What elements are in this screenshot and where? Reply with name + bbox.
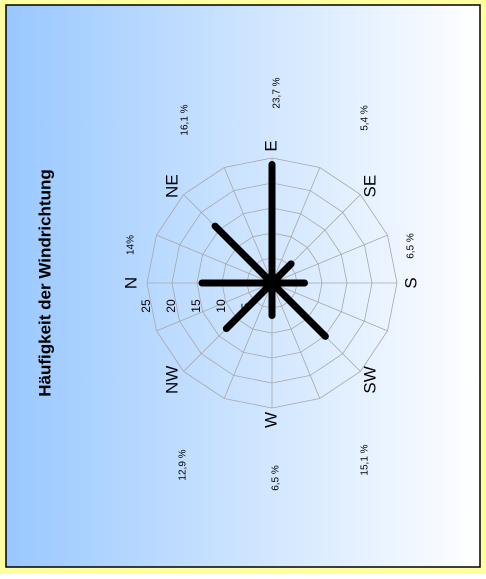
value-label: 23,7 % (272, 77, 283, 108)
wind-bar (222, 279, 276, 333)
grid-spoke (156, 282, 273, 332)
chart-title: Häufigkeit der Windrichtung (35, 169, 54, 396)
value-label: 15,1 % (360, 444, 371, 475)
wind-bar (211, 222, 276, 287)
grid-spoke (156, 234, 273, 284)
r-tick-label: 25 (139, 299, 153, 313)
grid-spoke (223, 282, 273, 399)
value-label: 12,9 % (178, 449, 189, 480)
grid-ring (196, 207, 348, 359)
direction-label: E (261, 140, 280, 151)
value-label: 14% (126, 235, 137, 255)
r-tick-label: 15 (189, 299, 203, 313)
wind-bar (268, 279, 329, 340)
grid-spoke (271, 282, 388, 332)
grid-spoke (223, 167, 273, 284)
r-tick-label: 20 (164, 299, 178, 313)
value-label: 5,4 % (360, 105, 371, 131)
value-label: 6,5 % (271, 465, 282, 491)
direction-label: W (261, 412, 280, 428)
value-label: 6,5 % (406, 233, 417, 259)
direction-label: NE (162, 174, 181, 198)
grid-spoke (271, 282, 321, 399)
grid-spoke (271, 167, 321, 284)
r-tick-label: 10 (214, 299, 228, 313)
grid-ring (221, 232, 323, 334)
grid-ring (146, 157, 398, 409)
direction-label: NW (162, 366, 181, 394)
value-label: 16,1 % (180, 104, 191, 135)
direction-label: S (401, 277, 420, 288)
grid-ring (171, 182, 373, 384)
direction-label: SE (360, 175, 379, 198)
grid-spoke (271, 234, 388, 284)
direction-label: SW (360, 366, 379, 393)
direction-label: N (121, 277, 140, 289)
